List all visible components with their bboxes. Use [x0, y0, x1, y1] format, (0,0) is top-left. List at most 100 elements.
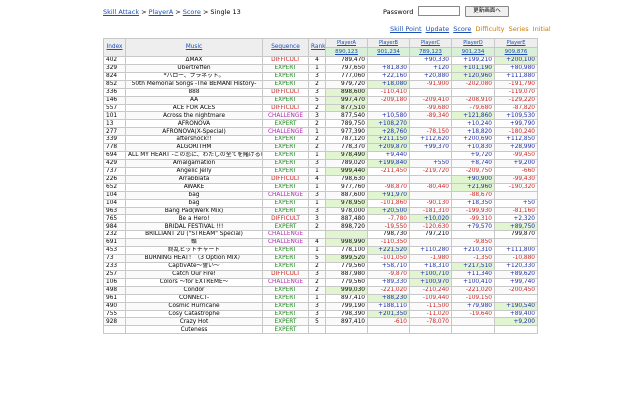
- cell-player-score: [451, 317, 495, 327]
- cell-player-score: +99,790: [494, 119, 538, 129]
- cell-music: 蝶: [125, 238, 263, 248]
- cell-player-score: +91,970: [367, 190, 410, 200]
- cell-index: 336: [103, 87, 126, 97]
- header-rank[interactable]: Rank: [308, 38, 326, 57]
- cell-player-score: +188,110: [367, 301, 410, 311]
- cell-player-score: -9,850: [451, 238, 495, 248]
- player-total[interactable]: 890,123: [326, 47, 367, 56]
- cell-player-score: -221,020: [367, 285, 410, 295]
- cell-player-score: +209,870: [367, 143, 410, 153]
- cell-index: 765: [103, 214, 126, 224]
- cell-sequence: EXPERT: [262, 309, 309, 319]
- cell-player-score: +9,720: [451, 151, 495, 160]
- player-name[interactable]: PlayerA: [337, 40, 356, 46]
- player-total[interactable]: 901,234: [368, 47, 409, 56]
- cell-player-score: 789,750: [325, 119, 368, 129]
- cell-player-score: -191,790: [494, 79, 538, 89]
- cell-sequence: CHALLENGE: [262, 238, 309, 248]
- cell-player-score: +120: [409, 63, 452, 73]
- cell-index: 961: [103, 293, 126, 303]
- cell-player-score: 797,210: [409, 230, 452, 240]
- player-total[interactable]: 909,876: [495, 47, 537, 56]
- cell-player-score: -209,410: [409, 95, 452, 105]
- cell-music: aftershock!!: [125, 135, 263, 145]
- cell-player-score: -202,080: [451, 79, 495, 89]
- header-player-d[interactable]: PlayerD 901,234: [451, 38, 495, 57]
- link-score[interactable]: Score: [453, 25, 472, 33]
- cell-player-score: -99,430: [494, 174, 538, 184]
- cell-player-score: 887,600: [325, 190, 368, 200]
- cell-index: 490: [103, 301, 126, 311]
- cell-player-score: [409, 190, 452, 200]
- cell-player-score: -99,310: [451, 214, 495, 224]
- breadcrumb-player[interactable]: PlayerA: [148, 8, 174, 16]
- cell-player-score: +10,580: [367, 111, 410, 121]
- header-index[interactable]: Index: [103, 38, 126, 57]
- player-name[interactable]: PlayerC: [420, 40, 441, 46]
- cell-player-score: +58,710: [367, 261, 410, 271]
- player-total[interactable]: 789,123: [410, 47, 451, 56]
- cell-player-score: -180,240: [494, 127, 538, 137]
- player-name[interactable]: PlayerB: [379, 40, 398, 46]
- header-music[interactable]: Music: [125, 38, 263, 57]
- cell-sequence: EXPERT: [262, 222, 309, 232]
- cell-sequence: DIFFICULT: [262, 269, 309, 279]
- header-player-c[interactable]: PlayerC 789,123: [409, 38, 452, 57]
- cell-player-score: +221,520: [367, 246, 410, 256]
- cell-index: 429: [103, 158, 126, 168]
- cell-player-score: [409, 325, 452, 335]
- cell-index: 226: [103, 174, 126, 184]
- table-row: 498 Condor EXPERT 2 999,030 -221,020 -210,240-…: [103, 285, 538, 295]
- breadcrumb-score[interactable]: Score: [182, 8, 201, 16]
- cell-player-score: 997,470: [325, 95, 368, 105]
- password-input[interactable]: [418, 6, 460, 16]
- header-sequence[interactable]: Sequence: [262, 38, 309, 57]
- player-name[interactable]: PlayerD: [463, 40, 483, 46]
- cell-music: Bang Pad(Werk Mix): [125, 206, 263, 216]
- cell-player-score: -81,160: [494, 206, 538, 216]
- table-row: 277 AFRONOVA(X-Special) CHALLENGE 1 977,390 +…: [103, 127, 538, 137]
- table-row: 402 ΔMAX DIFFICULT 4 789,470 +90,330 +199,210 +…: [103, 56, 538, 65]
- cell-sequence: EXPERT: [262, 325, 309, 335]
- cell-player-score: +112,620: [409, 135, 452, 145]
- header-player-a[interactable]: PlayerA 890,123: [325, 38, 368, 57]
- cell-player-score: +21,960: [451, 182, 495, 192]
- cell-player-score: [409, 119, 452, 129]
- cell-music: *ハロー、プラネット。: [125, 71, 263, 81]
- cell-player-score: -101,050: [367, 254, 410, 263]
- link-skill-point[interactable]: Skill Point: [390, 25, 422, 33]
- cell-player-score: 897,410: [325, 317, 368, 327]
- cell-player-score: 779,560: [325, 261, 368, 271]
- cell-index: 73: [103, 254, 126, 263]
- cell-player-score: +22,160: [367, 71, 410, 81]
- cell-player-score: +100,410: [451, 277, 495, 287]
- cell-music: Crazy Hot: [125, 317, 263, 327]
- table-row: 824 *ハロー、プラネット。 EXPERT 3 777,060 +22,160 +20,8…: [103, 71, 538, 81]
- cell-rank: 3: [308, 301, 326, 311]
- go-update-button[interactable]: 更新画面へ: [465, 6, 509, 17]
- cell-sequence: EXPERT: [262, 135, 309, 145]
- cell-player-score: -109,150: [451, 293, 495, 303]
- cell-player-score: +18,350: [451, 198, 495, 208]
- cell-index: 852: [103, 79, 126, 89]
- player-total[interactable]: 901,234: [452, 47, 494, 56]
- cell-index: 557: [103, 103, 126, 113]
- header-player-e[interactable]: PlayerE 909,876: [494, 38, 538, 57]
- cell-player-score: +90,900: [451, 174, 495, 184]
- cell-sequence: EXPERT: [262, 95, 309, 105]
- cell-player-score: 798,730: [367, 230, 410, 240]
- cell-index: 101: [103, 111, 126, 121]
- cell-player-score: -9,870: [367, 269, 410, 279]
- cell-sequence: CHALLENGE: [262, 230, 309, 240]
- breadcrumb-skill-attack[interactable]: Skill Attack: [103, 8, 140, 16]
- label-difficulty: Difficulty: [475, 25, 505, 33]
- link-update[interactable]: Update: [425, 25, 450, 33]
- player-name[interactable]: PlayerE: [506, 40, 526, 46]
- table-row: 490 Cosmic Hurricane EXPERT 3 799,190 +188,11…: [103, 301, 538, 311]
- cell-index: 233: [103, 261, 126, 271]
- cell-player-score: +10,020: [409, 214, 452, 224]
- header-player-b[interactable]: PlayerB 901,234: [367, 38, 410, 57]
- cell-rank: 3: [308, 111, 326, 121]
- cell-index: 928: [103, 317, 126, 327]
- cell-player-score: -660: [494, 166, 538, 176]
